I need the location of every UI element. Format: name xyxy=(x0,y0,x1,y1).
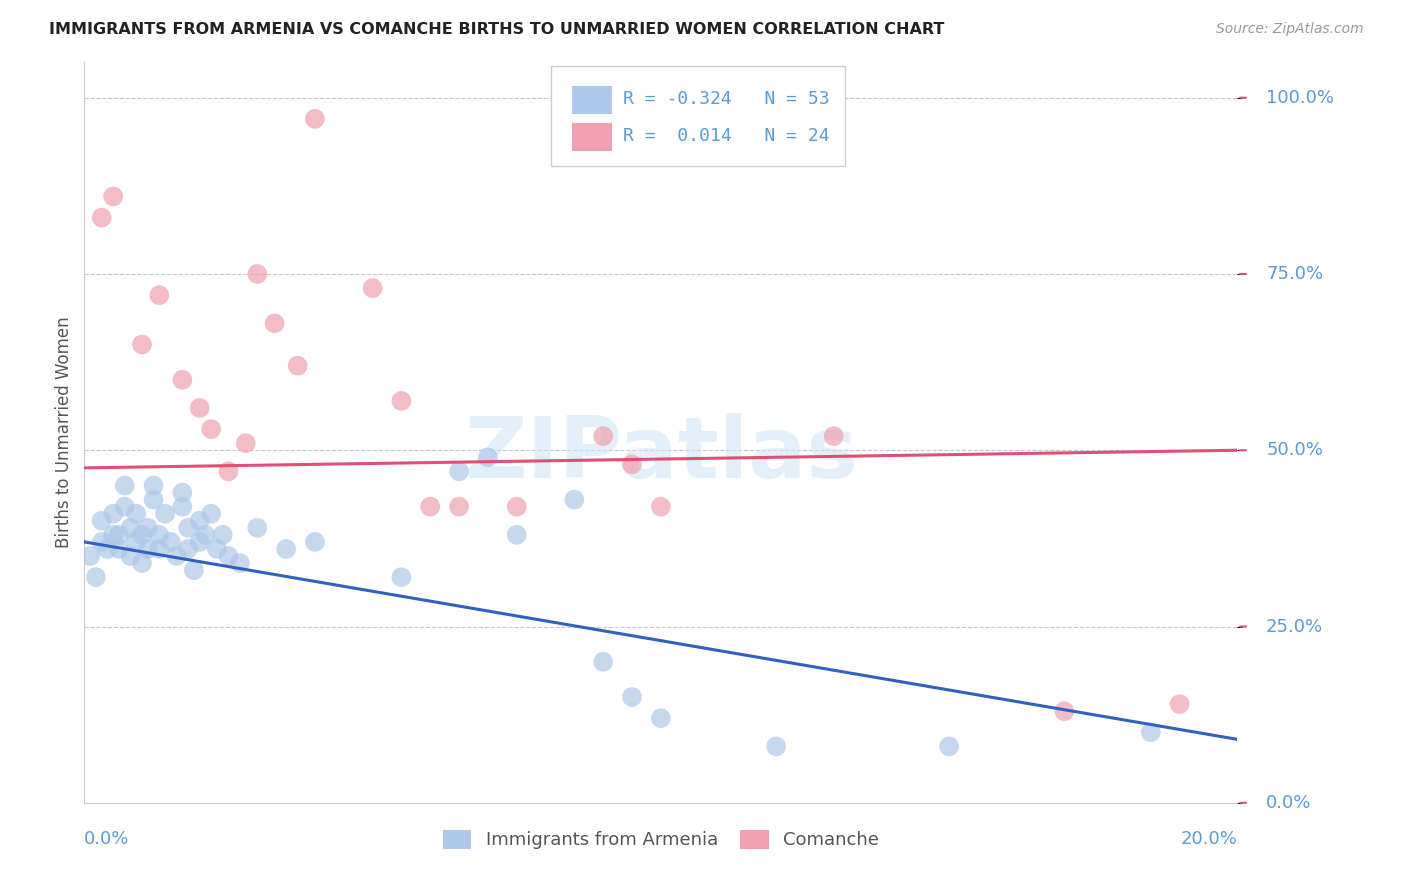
Point xyxy=(153,507,176,521)
Y-axis label: Births to Unmarried Women: Births to Unmarried Women xyxy=(55,317,73,549)
Point xyxy=(229,556,252,570)
Point xyxy=(205,541,228,556)
Point xyxy=(765,739,787,754)
Text: 75.0%: 75.0% xyxy=(1267,265,1323,283)
Text: Source: ZipAtlas.com: Source: ZipAtlas.com xyxy=(1216,22,1364,37)
Point xyxy=(172,500,194,514)
Point xyxy=(183,563,205,577)
Point xyxy=(131,337,153,351)
Point xyxy=(218,549,240,563)
Point xyxy=(650,500,672,514)
Point xyxy=(361,281,384,295)
Point xyxy=(1053,704,1076,718)
Point xyxy=(90,535,112,549)
Point xyxy=(287,359,309,373)
FancyBboxPatch shape xyxy=(551,66,845,166)
Point xyxy=(449,500,471,514)
Point xyxy=(506,500,529,514)
Point xyxy=(125,535,148,549)
Point xyxy=(304,112,326,126)
Point xyxy=(263,316,285,330)
Point xyxy=(564,492,586,507)
Point xyxy=(235,436,257,450)
Point xyxy=(108,541,131,556)
Text: R =  0.014   N = 24: R = 0.014 N = 24 xyxy=(623,128,830,145)
Point xyxy=(188,514,211,528)
Point xyxy=(148,528,170,542)
Point xyxy=(96,541,118,556)
Point xyxy=(84,570,107,584)
Point xyxy=(1140,725,1163,739)
Point xyxy=(304,535,326,549)
Text: 50.0%: 50.0% xyxy=(1267,442,1323,459)
Point xyxy=(90,514,112,528)
Point xyxy=(391,570,413,584)
Point xyxy=(194,528,217,542)
FancyBboxPatch shape xyxy=(572,87,613,114)
Point xyxy=(177,521,200,535)
FancyBboxPatch shape xyxy=(572,123,613,152)
Text: 0.0%: 0.0% xyxy=(1267,794,1312,812)
Point xyxy=(391,393,413,408)
Legend: Immigrants from Armenia, Comanche: Immigrants from Armenia, Comanche xyxy=(436,823,886,856)
Point xyxy=(142,492,165,507)
Point xyxy=(136,521,159,535)
Point xyxy=(166,549,188,563)
Point xyxy=(188,401,211,415)
Point xyxy=(621,690,644,704)
Point xyxy=(218,464,240,478)
Point xyxy=(506,528,529,542)
Point xyxy=(419,500,441,514)
Point xyxy=(449,464,471,478)
Text: ZIPatlas: ZIPatlas xyxy=(464,413,858,496)
Point xyxy=(148,288,170,302)
Text: IMMIGRANTS FROM ARMENIA VS COMANCHE BIRTHS TO UNMARRIED WOMEN CORRELATION CHART: IMMIGRANTS FROM ARMENIA VS COMANCHE BIRT… xyxy=(49,22,945,37)
Point xyxy=(188,535,211,549)
Point xyxy=(108,528,131,542)
Point xyxy=(160,535,183,549)
Point xyxy=(142,478,165,492)
Point xyxy=(103,507,124,521)
Point xyxy=(136,541,159,556)
Point xyxy=(621,458,644,472)
Point xyxy=(650,711,672,725)
Point xyxy=(114,500,136,514)
Point xyxy=(177,541,200,556)
Point xyxy=(172,485,194,500)
Point xyxy=(172,373,194,387)
Point xyxy=(938,739,960,754)
Point xyxy=(477,450,499,465)
Text: 25.0%: 25.0% xyxy=(1267,617,1323,635)
Point xyxy=(592,655,614,669)
Point xyxy=(120,521,142,535)
Point xyxy=(90,211,112,225)
Point xyxy=(131,556,153,570)
Point xyxy=(246,521,269,535)
Text: R = -0.324   N = 53: R = -0.324 N = 53 xyxy=(623,90,830,109)
Point xyxy=(246,267,269,281)
Point xyxy=(103,189,124,203)
Point xyxy=(131,528,153,542)
Point xyxy=(200,507,222,521)
Point xyxy=(823,429,845,443)
Text: 0.0%: 0.0% xyxy=(84,830,129,847)
Text: 20.0%: 20.0% xyxy=(1181,830,1237,847)
Point xyxy=(103,528,124,542)
Point xyxy=(276,541,298,556)
Point xyxy=(125,507,148,521)
Point xyxy=(592,429,614,443)
Point xyxy=(1168,697,1191,711)
Point xyxy=(211,528,233,542)
Point xyxy=(114,478,136,492)
Point xyxy=(120,549,142,563)
Text: 100.0%: 100.0% xyxy=(1267,88,1334,107)
Point xyxy=(79,549,101,563)
Point xyxy=(148,541,170,556)
Point xyxy=(200,422,222,436)
